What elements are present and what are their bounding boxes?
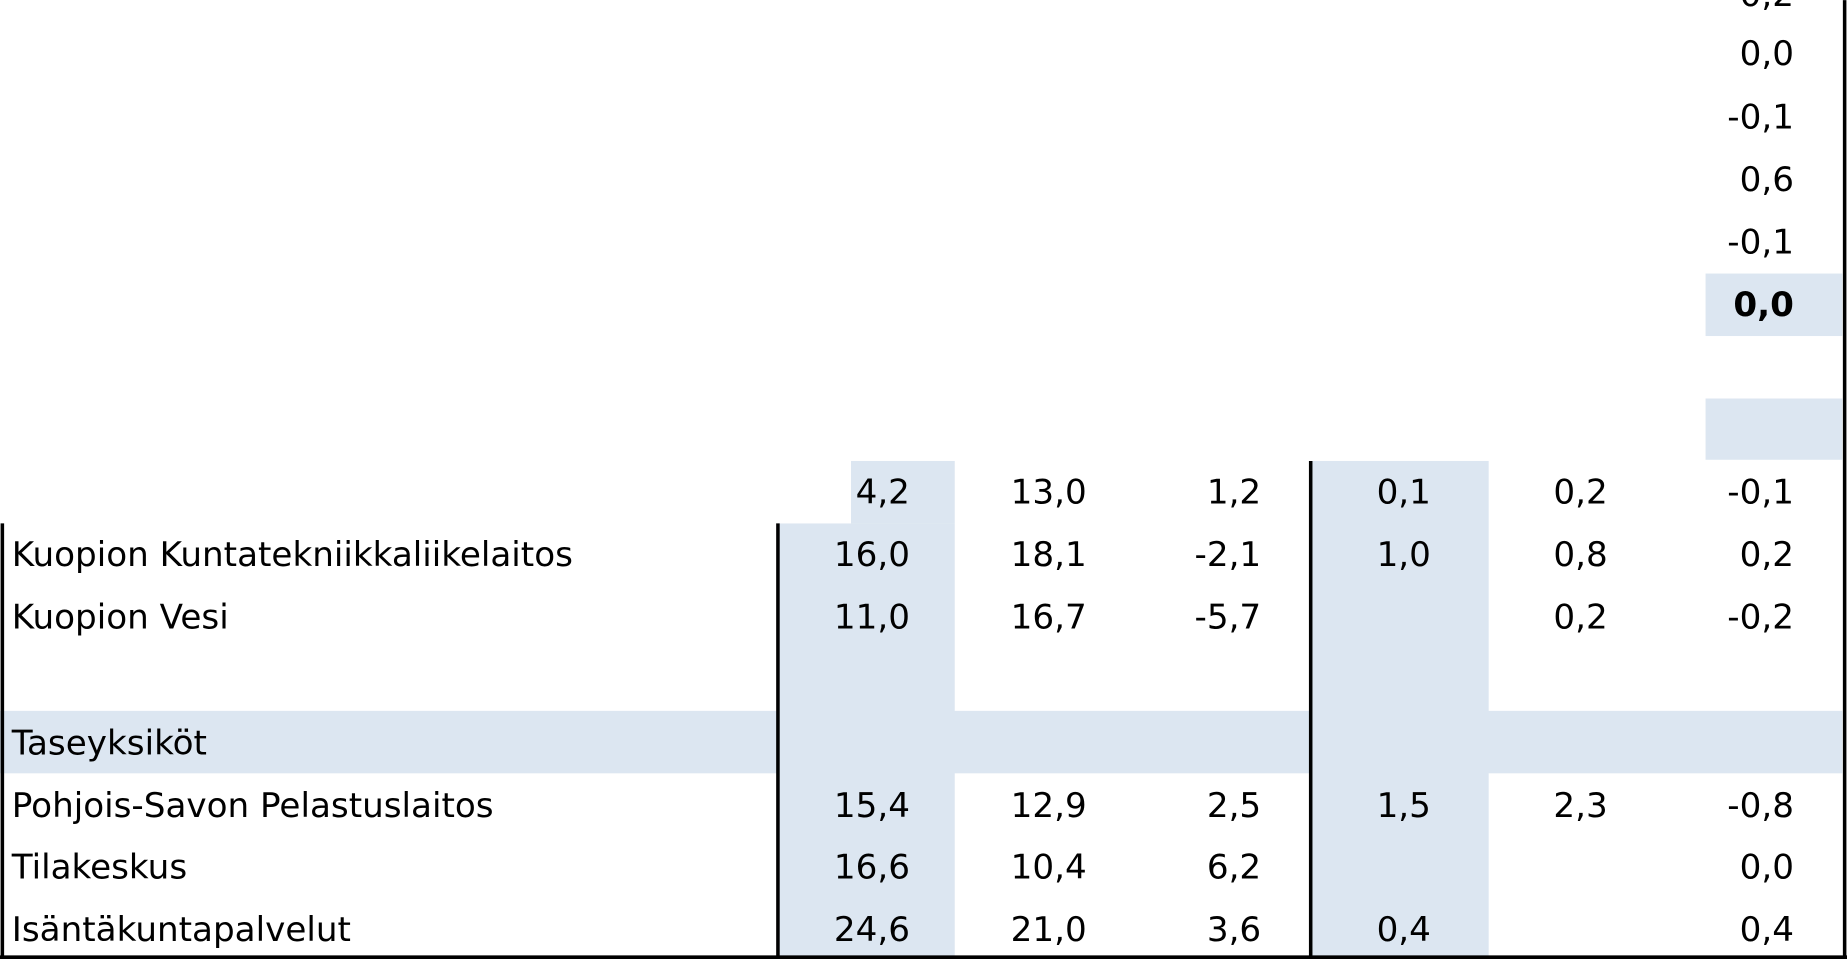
cell-highlight [1705, 398, 1843, 460]
row-label: Pohjois-Savon Pelastuslaitos [12, 786, 494, 826]
cell-value: 24,6 [834, 910, 910, 950]
cell-value: 1,5 [1377, 786, 1431, 826]
cell-highlight [851, 460, 955, 524]
cell-value: -0,2 [1727, 597, 1794, 637]
cell-value: 4,2 [856, 472, 910, 512]
cell-highlight [1310, 460, 1489, 958]
cell-value: -0,1 [1727, 472, 1794, 512]
cell-value: 1,0 [1377, 535, 1431, 575]
cell-value: 0,1 [1377, 472, 1431, 512]
cell-value: 2,5 [1207, 786, 1261, 826]
cell-value: 0,0 [1740, 847, 1794, 887]
cell-value: 0,6 [1740, 160, 1794, 200]
cell-value: -0,2 [1727, 0, 1794, 15]
cell-value: -0,1 [1727, 223, 1794, 263]
row-label: Kuopion Kuntatekniikkaliikelaitos [12, 535, 573, 575]
cell-value: 16,6 [834, 847, 910, 887]
cell-value: 0,0 [1740, 34, 1794, 74]
cell-value: -0,8 [1727, 786, 1794, 826]
cell-value: 21,0 [1011, 910, 1087, 950]
cell-value: -0,1 [1727, 98, 1794, 138]
cell-value: 1,2 [1207, 472, 1261, 512]
cell-value: 0,2 [1553, 597, 1607, 637]
row-label: Tilakeskus [11, 847, 187, 887]
cell-value: 12,9 [1011, 786, 1087, 826]
cell-value: 13,0 [1011, 472, 1087, 512]
cell-value: 3,6 [1207, 910, 1261, 950]
cell-value: 0,0 [1733, 285, 1794, 325]
cell-value: 0,4 [1740, 910, 1794, 950]
cell-value: 15,4 [834, 786, 910, 826]
cell-value: 0,8 [1553, 535, 1607, 575]
cell-highlight [1705, 273, 1843, 337]
row-label: Kuopion Vesi [12, 597, 229, 637]
row-label: Isäntäkuntapalvelut [12, 910, 351, 950]
cell-value: 2,3 [1553, 786, 1607, 826]
section-header: Taseyksiköt [11, 724, 207, 764]
cell-value: 10,4 [1011, 847, 1087, 887]
cell-value: 18,1 [1011, 535, 1087, 575]
cell-value: 0,2 [1740, 535, 1794, 575]
cell-value: 11,0 [834, 597, 910, 637]
section-band [0, 710, 1843, 774]
cell-value: 16,0 [834, 535, 910, 575]
cell-value: 0,2 [1553, 472, 1607, 512]
cell-value: -2,1 [1195, 535, 1262, 575]
cell-value: 16,7 [1011, 597, 1087, 637]
cell-value: 0,4 [1377, 910, 1431, 950]
cell-value: 6,2 [1207, 847, 1261, 887]
cell-value: -5,7 [1195, 597, 1262, 637]
